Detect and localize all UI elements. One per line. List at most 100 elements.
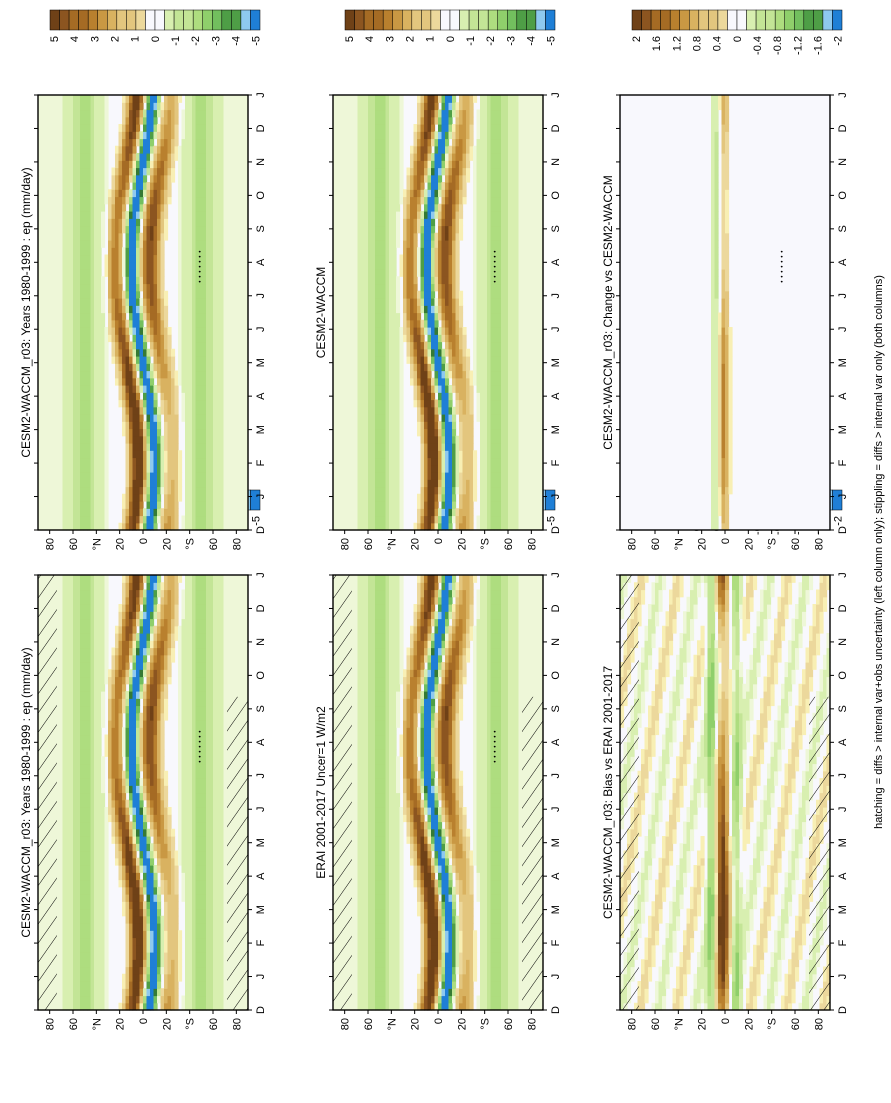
heatmap-cell	[132, 691, 137, 699]
heatmap-cell	[52, 414, 57, 422]
heatmap-cell	[216, 799, 221, 808]
heatmap-cell	[87, 211, 92, 219]
heatmap-cell	[129, 843, 134, 852]
heatmap-cell	[122, 886, 127, 895]
heatmap-cell	[90, 479, 95, 488]
heatmap-cell	[185, 676, 190, 685]
heatmap-cell	[76, 879, 81, 888]
heatmap-cell	[59, 770, 64, 779]
heatmap-cell	[62, 247, 67, 256]
heatmap-cell	[101, 457, 106, 466]
heatmap-cell	[66, 290, 71, 299]
heatmap-cell	[181, 872, 186, 881]
heatmap-cell	[62, 908, 67, 917]
heatmap-cell	[87, 305, 92, 314]
heatmap-cell	[101, 363, 106, 372]
heatmap-cell	[52, 327, 57, 335]
heatmap-cell	[94, 153, 99, 161]
heatmap-cell	[125, 923, 130, 931]
heatmap-cell	[118, 392, 123, 401]
heatmap-cell	[199, 575, 204, 583]
heatmap-cell	[157, 785, 162, 794]
heatmap-cell	[150, 712, 155, 721]
heatmap-cell	[101, 966, 106, 975]
heatmap-cell	[104, 828, 109, 837]
heatmap-cell	[55, 334, 60, 343]
heatmap-cell	[90, 633, 95, 641]
heatmap-cell	[76, 450, 81, 459]
heatmap-cell	[73, 582, 78, 591]
heatmap-cell	[185, 973, 190, 982]
month-tick-label: A	[255, 872, 267, 880]
heatmap-cell	[55, 901, 60, 910]
heatmap-cell	[122, 385, 127, 393]
heatmap-cell	[122, 370, 127, 379]
heatmap-cell	[209, 625, 214, 634]
month-tick-label: J	[255, 773, 267, 779]
heatmap-cell	[199, 879, 204, 888]
heatmap-cell	[59, 995, 64, 1004]
heatmap-cell	[83, 385, 88, 393]
heatmap-cell	[129, 792, 134, 801]
heatmap-cell	[206, 821, 211, 830]
heatmap-cell	[237, 582, 242, 591]
heatmap-cell	[94, 211, 99, 219]
heatmap-cell	[206, 778, 211, 786]
heatmap-cell	[216, 647, 221, 656]
heatmap-cell	[157, 821, 162, 830]
heatmap-cell	[234, 654, 239, 663]
heatmap-cell	[181, 1002, 186, 1011]
heatmap-cell	[101, 486, 106, 495]
heatmap-cell	[125, 486, 130, 495]
heatmap-cell	[244, 640, 249, 649]
heatmap-cell	[199, 618, 204, 627]
heatmap-cell	[213, 995, 218, 1004]
heatmap-cell	[139, 988, 144, 997]
heatmap-cell	[132, 712, 137, 721]
heatmap-cell	[48, 211, 53, 219]
heatmap-cell	[157, 662, 162, 670]
heatmap-cell	[73, 799, 78, 808]
heatmap-cell	[216, 952, 221, 960]
heatmap-cell	[136, 959, 141, 968]
heatmap-cell	[90, 691, 95, 699]
heatmap-cell	[104, 348, 109, 357]
heatmap-cell	[73, 341, 78, 350]
heatmap-cell	[87, 218, 92, 227]
heatmap-cell	[129, 647, 134, 656]
heatmap-cell	[59, 756, 64, 765]
heatmap-cell	[150, 654, 155, 663]
heatmap-cell	[150, 698, 155, 707]
heatmap-cell	[38, 421, 43, 430]
heatmap-cell	[52, 457, 57, 466]
heatmap-cell	[87, 785, 92, 794]
heatmap-cell	[76, 886, 81, 895]
heatmap-cell	[171, 850, 176, 859]
heatmap-cell	[150, 618, 155, 627]
heatmap-cell	[59, 174, 64, 183]
heatmap-cell	[122, 836, 127, 844]
heatmap-cell	[94, 966, 99, 975]
heatmap-cell	[150, 966, 155, 975]
heatmap-cell	[76, 131, 81, 140]
heatmap-cell	[181, 785, 186, 794]
heatmap-cell	[83, 669, 88, 678]
heatmap-cell	[87, 727, 92, 736]
heatmap-cell	[206, 952, 211, 960]
heatmap-cell	[87, 908, 92, 917]
heatmap-cell	[209, 575, 214, 583]
heatmap-cell	[206, 865, 211, 873]
heatmap-cell	[129, 501, 134, 509]
heatmap-cell	[90, 261, 95, 270]
heatmap-cell	[76, 95, 81, 103]
heatmap-cell	[136, 196, 141, 205]
heatmap-cell	[94, 843, 99, 852]
heatmap-cell	[83, 182, 88, 190]
heatmap-cell	[104, 973, 109, 982]
month-tick-label: M	[255, 905, 267, 914]
heatmap-cell	[59, 894, 64, 902]
heatmap-cell	[55, 872, 60, 881]
heatmap-cell	[143, 596, 148, 605]
heatmap-cell	[188, 952, 193, 960]
heatmap-cell	[38, 450, 43, 459]
